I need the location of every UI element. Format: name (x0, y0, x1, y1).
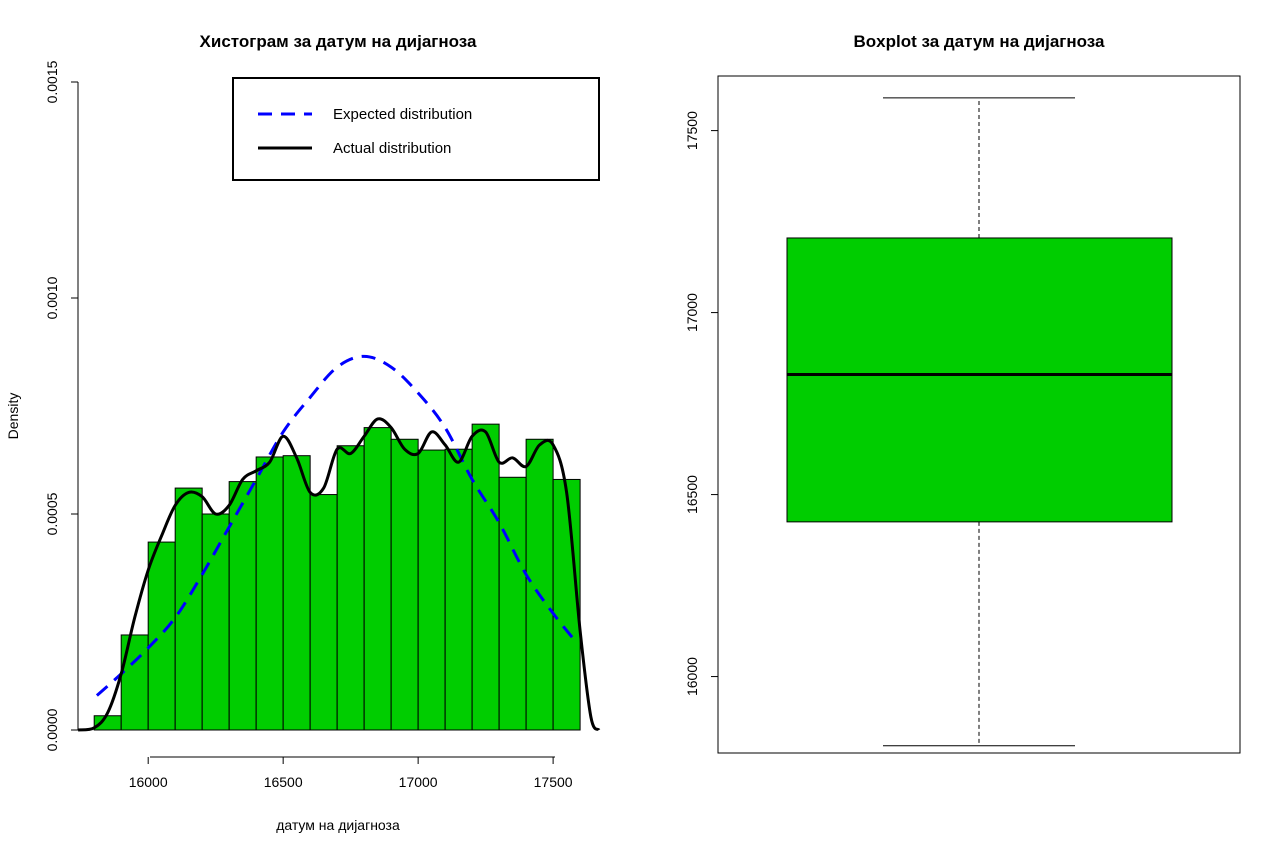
histogram-bar (174, 487, 203, 731)
boxplot-title: Boxplot за датум на дијагноза (854, 32, 1106, 51)
y-tick-label: 0.0015 (44, 60, 60, 103)
histogram-bar (390, 438, 419, 731)
boxplot-frame (717, 75, 1241, 754)
x-tick-label: 17500 (534, 774, 573, 790)
histogram-panel: Хистограм за датум на дијагноза 16000 165… (5, 32, 601, 833)
legend-label-actual: Actual distribution (333, 140, 451, 157)
iqr-box (786, 237, 1173, 523)
histogram-bars (93, 423, 581, 731)
histogram-bar (363, 427, 392, 731)
histogram-bar (471, 423, 500, 731)
histogram-bar (417, 449, 446, 731)
histogram-bar (255, 456, 284, 731)
histogram-bar (498, 476, 527, 731)
histogram-bar (309, 494, 338, 731)
histogram-title: Хистограм за датум на дијагноза (200, 32, 477, 51)
histogram-bar (93, 715, 122, 731)
histogram-x-ticks: 16000 16500 17000 17500 (129, 757, 573, 790)
histogram-bar (201, 513, 230, 731)
boxplot-panel: Boxplot за датум на дијагноза 16000 16500… (684, 32, 1241, 754)
histogram-x-axis-label: датум на дијагноза (276, 817, 400, 833)
x-tick-label: 16500 (264, 774, 303, 790)
x-tick-label: 17000 (399, 774, 438, 790)
histogram-bar (120, 634, 149, 731)
y-tick-label: 0.0005 (44, 492, 60, 535)
histogram-bar (147, 541, 176, 731)
y-tick-label: 16500 (684, 475, 700, 514)
boxplot-elements (786, 97, 1173, 747)
histogram-bar (552, 478, 581, 731)
legend-box (232, 77, 600, 181)
y-tick-label: 17000 (684, 293, 700, 332)
y-tick-label: 17500 (684, 111, 700, 150)
legend: Expected distribution Actual distributio… (232, 77, 600, 181)
histogram-bar (282, 455, 311, 731)
histogram-bar (525, 438, 554, 731)
histogram-y-axis-label: Density (5, 393, 21, 440)
actual-distribution-line (77, 417, 601, 732)
histogram-bar (228, 481, 257, 731)
x-tick-label: 16000 (129, 774, 168, 790)
histogram-bar (336, 445, 365, 731)
boxplot-y-ticks: 16000 16500 17000 17500 (684, 111, 718, 696)
histogram-bar (444, 448, 473, 731)
legend-label-expected: Expected distribution (333, 106, 472, 123)
y-tick-label: 16000 (684, 657, 700, 696)
histogram-y-ticks: 0.0000 0.0005 0.0010 0.0015 (44, 60, 78, 751)
y-tick-label: 0.0000 (44, 708, 60, 751)
y-tick-label: 0.0010 (44, 276, 60, 319)
